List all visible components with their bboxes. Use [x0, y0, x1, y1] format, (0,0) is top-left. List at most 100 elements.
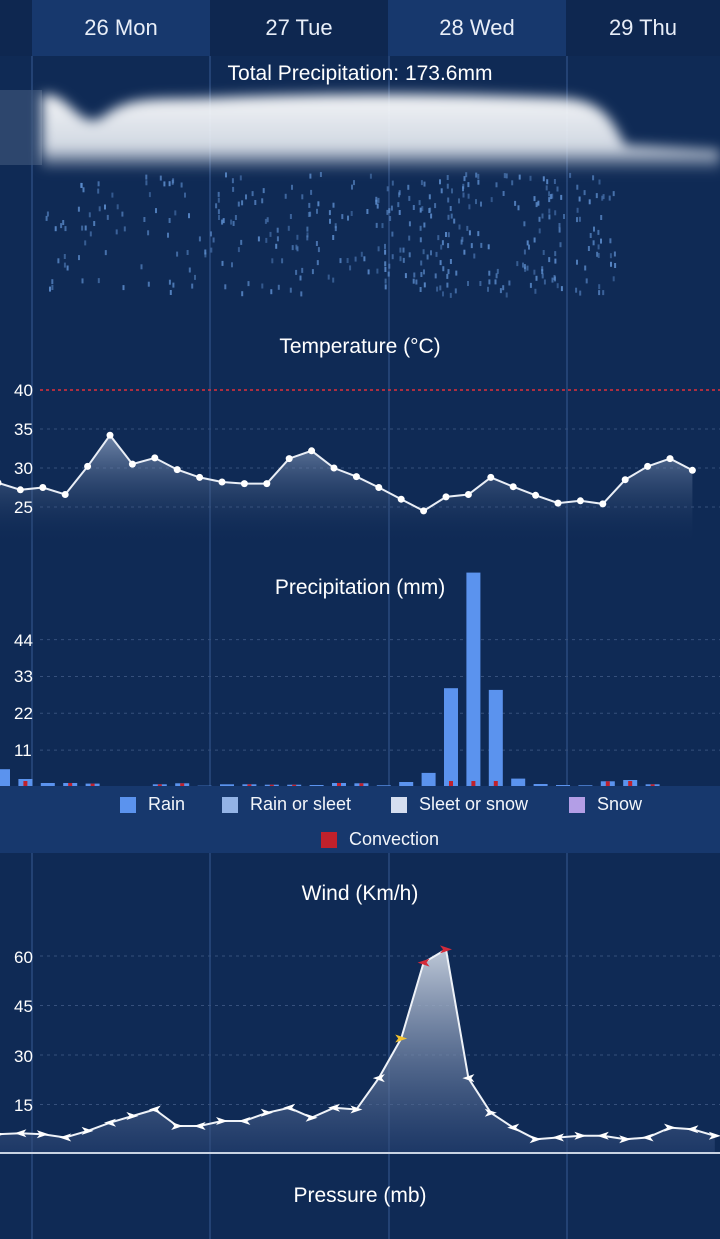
- rain-drop: [440, 188, 443, 194]
- rain-drop: [576, 259, 578, 265]
- rain-drop: [402, 247, 405, 253]
- temp-point: [599, 500, 607, 508]
- rain-drop: [511, 180, 514, 186]
- wind-direction-arrow: [126, 1112, 139, 1120]
- rain-drop: [49, 286, 51, 292]
- temp-point: [688, 466, 696, 474]
- rain-drop: [538, 216, 541, 222]
- rain-drop: [218, 215, 220, 220]
- rain-drop: [309, 211, 312, 217]
- rain-drop: [541, 213, 544, 219]
- rain-drop: [350, 211, 353, 216]
- rain-drop: [315, 241, 318, 246]
- rain-drop: [423, 181, 426, 187]
- rain-drop: [556, 283, 559, 289]
- rain-drop: [261, 283, 264, 289]
- convection-mark: [292, 784, 297, 787]
- rain-drop: [245, 194, 247, 200]
- rain-drop: [585, 278, 588, 284]
- rain-drop: [284, 193, 287, 199]
- rain-drop: [147, 281, 150, 287]
- legend-swatch: [321, 831, 337, 848]
- convection-mark: [493, 781, 498, 787]
- temp-point: [106, 431, 114, 439]
- rain-drop: [384, 243, 386, 249]
- rain-drop: [399, 256, 402, 262]
- rain-drop: [453, 218, 456, 224]
- rain-drop: [240, 239, 243, 245]
- wind-direction-arrow: [0, 1132, 4, 1136]
- rain-drop: [60, 223, 63, 229]
- temp-point: [532, 491, 540, 499]
- rain-drop: [415, 279, 418, 285]
- wind-ytick: 45: [14, 997, 33, 1016]
- rain-drop: [560, 194, 563, 200]
- wind-direction-arrow: [395, 1034, 408, 1043]
- rain-drop: [266, 217, 269, 223]
- rain-drop: [548, 214, 551, 220]
- rain-drop: [548, 208, 551, 214]
- legend-label: Convection: [349, 829, 440, 849]
- rain-drop: [430, 250, 432, 256]
- rain-drop: [593, 226, 595, 232]
- rain-drop: [210, 231, 212, 237]
- rain-drop: [548, 257, 551, 263]
- rain-drop: [602, 194, 605, 200]
- rain-drop: [353, 180, 355, 186]
- rain-drop: [495, 273, 498, 279]
- legend-item-rain: Rain: [120, 794, 185, 815]
- rain-drop: [488, 270, 491, 276]
- rain-drop: [57, 258, 60, 264]
- rain-drop: [349, 265, 352, 271]
- rain-drop: [419, 207, 422, 213]
- rain-drop: [217, 209, 220, 215]
- rain-drop: [526, 240, 529, 246]
- rain-drop: [430, 213, 433, 219]
- rain-drop: [516, 261, 519, 267]
- rain-drop: [375, 199, 378, 205]
- wind-direction-arrow: [440, 945, 452, 954]
- temp-point: [39, 484, 47, 491]
- rain-drop: [329, 218, 331, 224]
- rain-drop: [376, 268, 379, 274]
- rain-drop: [420, 180, 423, 186]
- rain-drop: [78, 255, 80, 261]
- tab-29-thu[interactable]: 29 Thu: [608, 15, 678, 40]
- precip-bar: [511, 778, 526, 787]
- rain-drop: [487, 244, 490, 250]
- rain-drop: [172, 282, 175, 288]
- tab-26-mon[interactable]: 26 Mon: [32, 0, 210, 56]
- rain-drop: [311, 269, 314, 275]
- rain-drop: [541, 266, 544, 272]
- rain-drop: [145, 180, 148, 186]
- rain-drop: [559, 242, 562, 248]
- rain-drop: [168, 218, 171, 223]
- temp-point: [61, 491, 69, 498]
- tab-28-wed[interactable]: 28 Wed: [388, 0, 566, 56]
- legend-swatch: [222, 796, 238, 813]
- rain-drop: [480, 201, 482, 207]
- rain-drop: [609, 253, 612, 259]
- temp-ytick: 30: [14, 459, 33, 478]
- rain-drop: [458, 198, 460, 204]
- rain-drop: [466, 225, 469, 231]
- rain-drop: [446, 183, 449, 189]
- rain-drop: [360, 251, 363, 257]
- precip-ytick: 33: [14, 667, 33, 686]
- rain-drop: [398, 210, 401, 215]
- day-separators: [31, 56, 568, 1239]
- rain-drop: [317, 201, 320, 207]
- wind-direction-arrow: [305, 1113, 318, 1122]
- temp-point: [397, 495, 405, 503]
- tab-27-tue[interactable]: 27 Tue: [265, 15, 333, 40]
- rain-drop: [186, 250, 189, 255]
- rain-drop: [487, 286, 489, 292]
- rain-drop: [306, 226, 309, 232]
- rain-drop: [265, 237, 268, 243]
- rain-drop: [63, 262, 66, 268]
- rain-drop: [597, 229, 600, 235]
- rain-drop: [465, 172, 468, 178]
- rain-drop: [62, 220, 65, 225]
- rain-drop: [147, 230, 150, 236]
- wind-ytick: 15: [14, 1096, 33, 1115]
